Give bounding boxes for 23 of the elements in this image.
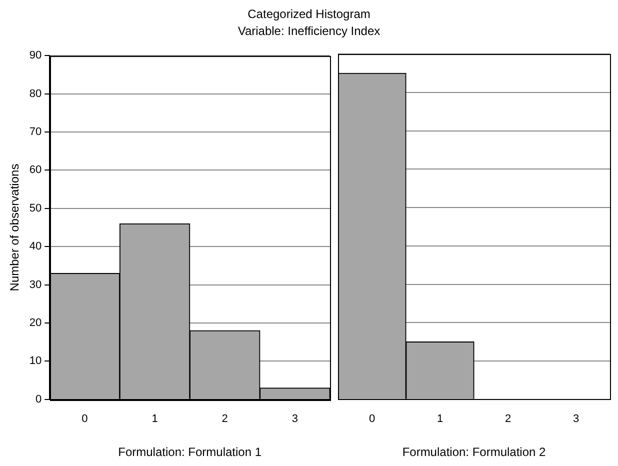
y-axis-title: Number of observations	[8, 164, 22, 292]
x-tick-label: 2	[222, 413, 228, 426]
x-tick-label: 2	[504, 413, 512, 426]
x-tick-label: 3	[572, 413, 580, 426]
y-tick-label: 50	[29, 202, 42, 214]
x-tick-label: 1	[152, 413, 158, 426]
y-tick-label: 0	[36, 393, 42, 406]
chart-subtitle: Variable: Inefficiency Index	[236, 23, 382, 40]
y-tick-label: 10	[29, 355, 42, 368]
chart-title: Categorized Histogram	[246, 6, 372, 23]
x-axis-title: Formulation: Formulation 2	[402, 445, 546, 460]
x-tick-label: 0	[82, 413, 88, 426]
y-tick-label: 20	[29, 317, 42, 330]
y-tick-label: 60	[29, 164, 42, 176]
y-tick-label: 30	[29, 278, 42, 291]
x-tick-label: 1	[436, 413, 444, 426]
y-tick-label: 70	[29, 126, 42, 138]
y-tick-label: 90	[29, 50, 42, 62]
y-tick-label: 80	[29, 88, 42, 100]
x-tick-label: 3	[292, 413, 298, 426]
y-tick-label: 40	[29, 240, 42, 253]
x-axis-title: Formulation: Formulation 1	[118, 445, 262, 460]
x-tick-label: 0	[368, 413, 376, 426]
